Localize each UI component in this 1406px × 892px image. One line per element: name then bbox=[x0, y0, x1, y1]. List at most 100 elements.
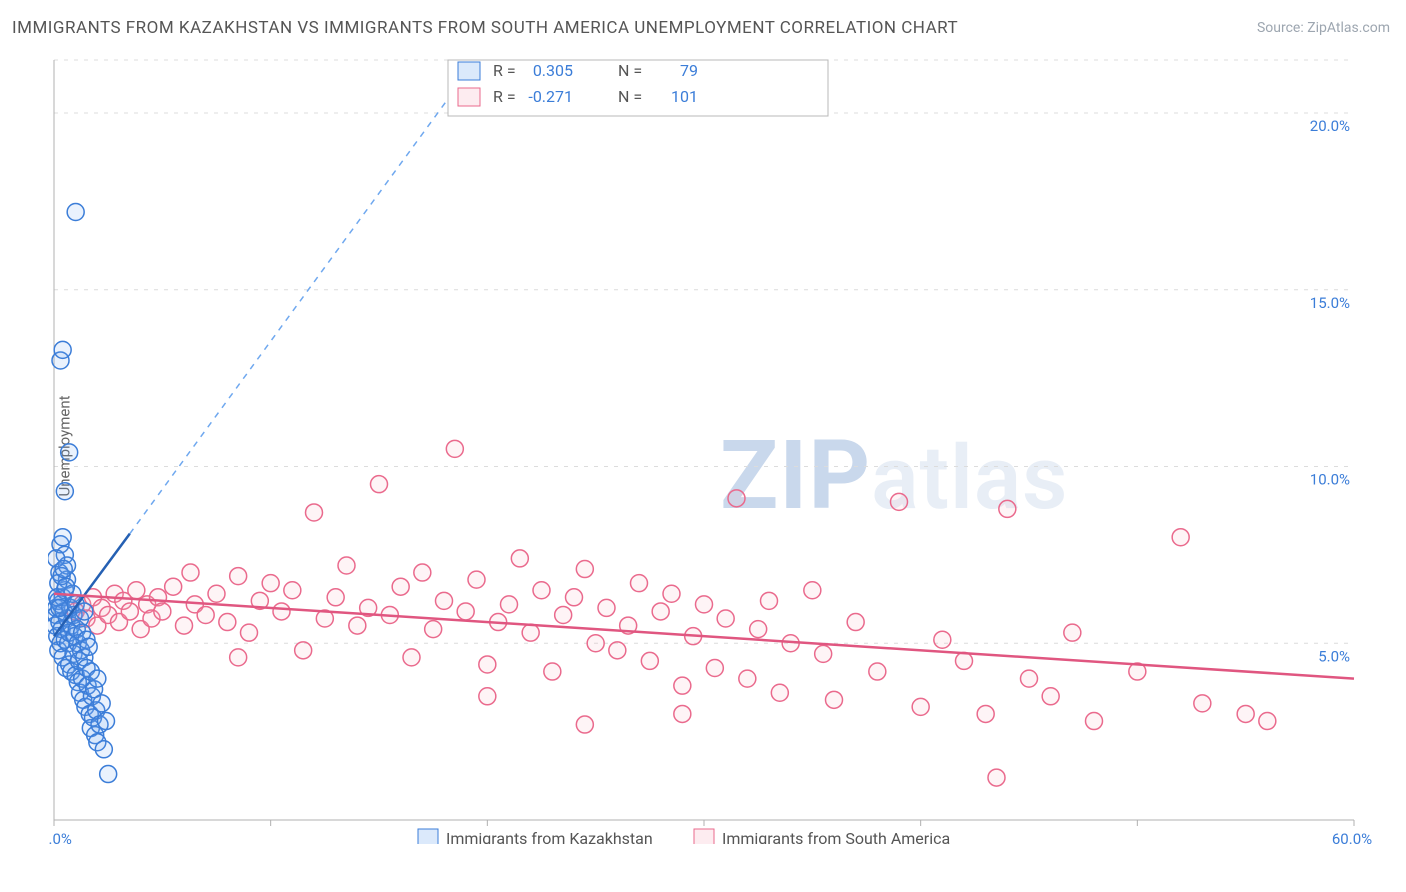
data-point bbox=[338, 557, 355, 574]
data-point bbox=[100, 766, 117, 783]
data-point bbox=[815, 645, 832, 662]
data-point bbox=[576, 716, 593, 733]
legend-swatch bbox=[458, 88, 480, 106]
data-point bbox=[182, 564, 199, 581]
data-point bbox=[154, 603, 171, 620]
legend-n-value: 79 bbox=[680, 61, 698, 80]
data-point bbox=[479, 688, 496, 705]
data-point bbox=[771, 684, 788, 701]
legend-series-label: Immigrants from South America bbox=[722, 829, 950, 844]
data-point bbox=[555, 606, 572, 623]
data-point bbox=[121, 603, 138, 620]
data-point bbox=[98, 713, 115, 730]
data-point bbox=[457, 603, 474, 620]
data-point bbox=[1194, 695, 1211, 712]
data-point bbox=[533, 582, 550, 599]
data-point bbox=[739, 670, 756, 687]
data-point bbox=[51, 599, 68, 616]
data-point bbox=[696, 596, 713, 613]
data-point bbox=[977, 705, 994, 722]
data-point bbox=[761, 592, 778, 609]
data-point bbox=[57, 578, 74, 595]
data-point bbox=[436, 592, 453, 609]
data-point bbox=[1172, 529, 1189, 546]
data-point bbox=[869, 663, 886, 680]
data-point bbox=[230, 649, 247, 666]
data-point bbox=[208, 585, 225, 602]
data-point bbox=[230, 568, 247, 585]
data-point bbox=[327, 589, 344, 606]
data-point bbox=[273, 603, 290, 620]
data-point bbox=[371, 476, 388, 493]
data-point bbox=[93, 695, 110, 712]
legend-swatch bbox=[694, 829, 714, 844]
data-point bbox=[999, 500, 1016, 517]
data-point bbox=[847, 614, 864, 631]
data-point bbox=[804, 582, 821, 599]
data-point bbox=[284, 582, 301, 599]
data-point bbox=[197, 606, 214, 623]
data-point bbox=[544, 663, 561, 680]
data-point bbox=[446, 440, 463, 457]
legend-n-label: N = bbox=[618, 87, 642, 106]
data-point bbox=[891, 493, 908, 510]
legend-swatch bbox=[458, 62, 480, 80]
data-point bbox=[717, 610, 734, 627]
data-point bbox=[511, 550, 528, 567]
data-point bbox=[501, 596, 518, 613]
legend-r-label: R = bbox=[493, 61, 516, 80]
y-tick-label: 15.0% bbox=[1310, 294, 1350, 312]
data-point bbox=[425, 621, 442, 638]
data-point bbox=[631, 575, 648, 592]
data-point bbox=[349, 617, 366, 634]
data-point bbox=[295, 642, 312, 659]
data-point bbox=[576, 561, 593, 578]
data-point bbox=[663, 585, 680, 602]
y-tick-label: 20.0% bbox=[1310, 117, 1350, 135]
legend-r-value: -0.271 bbox=[528, 87, 573, 106]
data-point bbox=[128, 582, 145, 599]
data-point bbox=[956, 652, 973, 669]
data-point bbox=[468, 571, 485, 588]
data-point bbox=[67, 204, 84, 221]
data-point bbox=[165, 578, 182, 595]
data-point bbox=[750, 621, 767, 638]
data-point bbox=[609, 642, 626, 659]
data-point bbox=[826, 691, 843, 708]
data-point bbox=[176, 617, 193, 634]
legend-n-value: 101 bbox=[671, 87, 698, 106]
legend-r-value: 0.305 bbox=[533, 61, 573, 80]
data-point bbox=[55, 561, 72, 578]
data-point bbox=[61, 444, 78, 461]
source-prefix: Source: bbox=[1257, 20, 1307, 36]
source-attribution: Source: ZipAtlas.com bbox=[1257, 20, 1390, 36]
data-point bbox=[414, 564, 431, 581]
data-point bbox=[728, 490, 745, 507]
y-tick-label: 10.0% bbox=[1310, 471, 1350, 489]
data-point bbox=[1086, 713, 1103, 730]
legend-series-label: Immigrants from Kazakhstan bbox=[446, 829, 653, 844]
trend-line-extrapolated bbox=[130, 60, 477, 534]
data-point bbox=[598, 599, 615, 616]
data-point bbox=[95, 741, 112, 758]
data-point bbox=[54, 341, 71, 358]
data-point bbox=[219, 614, 236, 631]
data-point bbox=[1064, 624, 1081, 641]
chart-title: IMMIGRANTS FROM KAZAKHSTAN VS IMMIGRANTS… bbox=[12, 18, 958, 38]
data-point bbox=[522, 624, 539, 641]
legend-r-label: R = bbox=[493, 87, 516, 106]
data-point bbox=[641, 652, 658, 669]
data-point bbox=[674, 705, 691, 722]
data-point bbox=[241, 624, 258, 641]
legend-swatch bbox=[418, 829, 438, 844]
data-point bbox=[76, 603, 93, 620]
data-point bbox=[566, 589, 583, 606]
data-point bbox=[1021, 670, 1038, 687]
data-point bbox=[479, 656, 496, 673]
data-point bbox=[934, 631, 951, 648]
data-point bbox=[912, 698, 929, 715]
data-point bbox=[587, 635, 604, 652]
source-name: ZipAtlas.com bbox=[1307, 20, 1390, 36]
data-point bbox=[1259, 713, 1276, 730]
data-point bbox=[392, 578, 409, 595]
